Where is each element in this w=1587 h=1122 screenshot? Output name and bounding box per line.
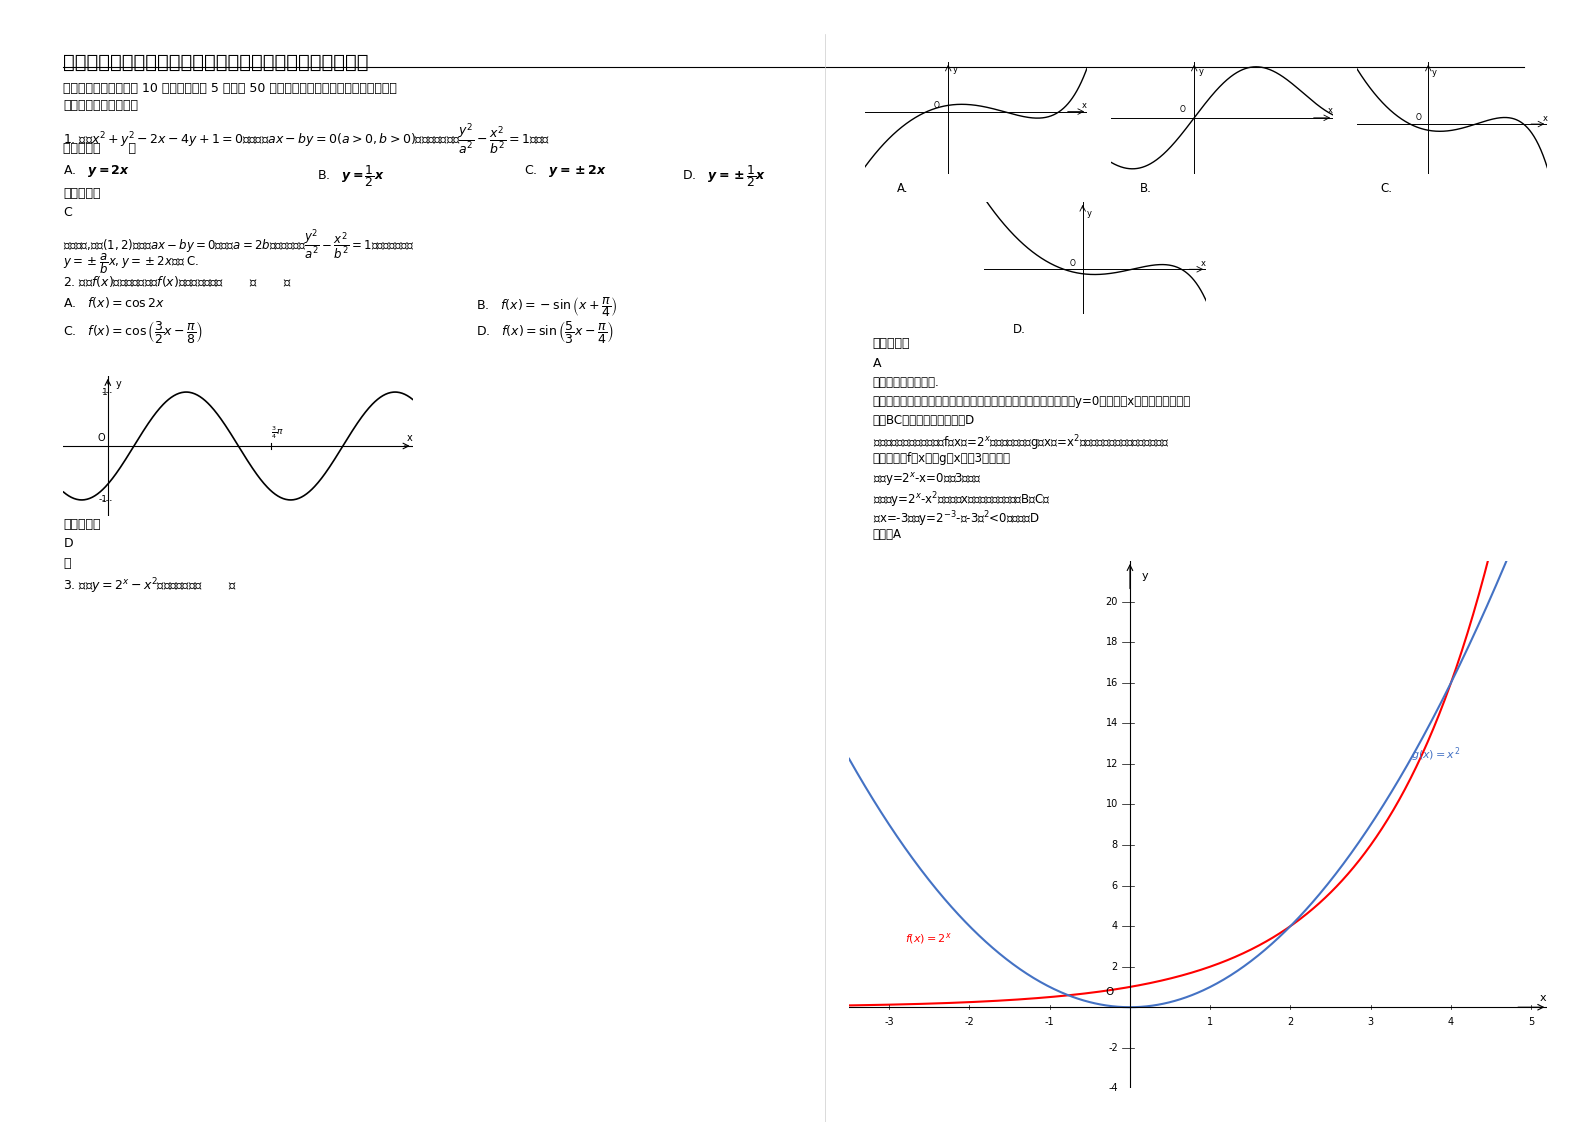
Text: D.   $\boldsymbol{y=\pm\dfrac{1}{2}x}$: D. $\boldsymbol{y=\pm\dfrac{1}{2}x}$ xyxy=(682,163,767,188)
Text: 参考答案：: 参考答案： xyxy=(63,187,102,201)
Text: $f(x)=2^x$: $f(x)=2^x$ xyxy=(905,931,952,946)
Text: B.   $\boldsymbol{y=\dfrac{1}{2}x}$: B. $\boldsymbol{y=\dfrac{1}{2}x}$ xyxy=(317,163,386,188)
Text: D.: D. xyxy=(1013,323,1025,337)
Text: 【解答】解：分别画出函数f（x）=2$^x$（红色曲线）和g（x）=x$^2$（蓝色曲线）的图象，如图所示，: 【解答】解：分别画出函数f（x）=2$^x$（红色曲线）和g（x）=x$^2$（… xyxy=(873,433,1170,452)
$f(x)=2^x$ xyxy=(840,999,859,1012)
Text: 参考答案：: 参考答案： xyxy=(63,518,102,532)
$f(x)=2^x$ xyxy=(1522,351,1541,365)
Text: $\frac{3}{4}\pi$: $\frac{3}{4}\pi$ xyxy=(271,424,284,441)
Text: 2: 2 xyxy=(1111,962,1117,972)
$g(x)=x^2$ xyxy=(1354,828,1373,842)
Text: 12: 12 xyxy=(1106,758,1117,769)
Text: 3: 3 xyxy=(1368,1018,1374,1028)
Text: C: C xyxy=(63,206,73,220)
$f(x)=2^x$ xyxy=(1147,975,1166,988)
Text: A.: A. xyxy=(897,182,908,195)
Text: -2: -2 xyxy=(1108,1042,1117,1052)
Text: C.: C. xyxy=(1381,182,1393,195)
Text: 【考点】函数的图象.: 【考点】函数的图象. xyxy=(873,376,940,389)
$g(x)=x^2$ xyxy=(1149,997,1168,1011)
Text: 由图可知，f（x）与g（x）有3个交点，: 由图可知，f（x）与g（x）有3个交点， xyxy=(873,452,1011,466)
Text: y: y xyxy=(952,65,957,74)
Text: 当x=-3时，y=2$^{-3}$-（-3）$^2$<0，故排除D: 当x=-3时，y=2$^{-3}$-（-3）$^2$<0，故排除D xyxy=(873,509,1039,528)
Text: 故选：A: 故选：A xyxy=(873,528,901,542)
Text: x: x xyxy=(1082,101,1087,110)
Text: x: x xyxy=(1201,259,1206,268)
$g(x)=x^2$ xyxy=(1120,1001,1139,1014)
Text: x: x xyxy=(1543,113,1547,122)
Text: 江苏省泰州市永安洲镇初级中学高三数学理模拟试题含解析: 江苏省泰州市永安洲镇初级中学高三数学理模拟试题含解析 xyxy=(63,53,370,72)
Text: -2: -2 xyxy=(965,1018,974,1028)
Text: 6: 6 xyxy=(1112,881,1117,891)
Text: x: x xyxy=(1539,993,1546,1003)
Text: O: O xyxy=(1106,987,1114,997)
Text: 1: 1 xyxy=(1208,1018,1214,1028)
Text: 4: 4 xyxy=(1112,921,1117,931)
Text: C.   $\boldsymbol{y=\pm2x}$: C. $\boldsymbol{y=\pm2x}$ xyxy=(524,163,606,178)
$g(x)=x^2$ xyxy=(1243,954,1262,967)
Text: O: O xyxy=(1181,105,1185,114)
$f(x)=2^x$ xyxy=(1241,942,1260,956)
$f(x)=2^x$ xyxy=(1354,849,1373,863)
Text: 所以y=2$^x$-x=0，有3个解，: 所以y=2$^x$-x=0，有3个解， xyxy=(873,471,981,488)
Text: 1. 若圆$x^2+y^2-2x-4y+1=0$关于直线$ax-by=0(a>0,b>0)$对称，则双曲线$\dfrac{y^2}{a^2}-\dfrac{x^: 1. 若圆$x^2+y^2-2x-4y+1=0$关于直线$ax-by=0(a>0… xyxy=(63,121,551,156)
Text: y: y xyxy=(116,378,122,388)
Text: 4: 4 xyxy=(1447,1018,1454,1028)
Text: $y=\pm\dfrac{a}{b}x,y=\pm2x$，选 C.: $y=\pm\dfrac{a}{b}x,y=\pm2x$，选 C. xyxy=(63,251,200,276)
Text: 18: 18 xyxy=(1106,637,1117,647)
Text: 由题意得,圆心$(1,2)$在直线$ax-by=0$上，即$a=2b$，所以双曲线$\dfrac{y^2}{a^2}-\dfrac{x^2}{b^2}=1$的渐: 由题意得,圆心$(1,2)$在直线$ax-by=0$上，即$a=2b$，所以双曲… xyxy=(63,228,414,263)
$g(x)=x^2$ xyxy=(1016,965,1035,978)
Line: $f(x)=2^x$: $f(x)=2^x$ xyxy=(849,358,1531,1005)
$f(x)=2^x$ xyxy=(960,995,979,1009)
Text: y: y xyxy=(1143,571,1149,581)
Text: 排除BC，再取特殊值，排除D: 排除BC，再取特殊值，排除D xyxy=(873,414,974,427)
Text: 即函数y=2$^x$-x$^2$的图象与x轴三个交点，故排除B、C，: 即函数y=2$^x$-x$^2$的图象与x轴三个交点，故排除B、C， xyxy=(873,490,1051,509)
Text: 3. 函数$y=2^x-x^2$的图象大致是（       ）: 3. 函数$y=2^x-x^2$的图象大致是（ ） xyxy=(63,577,238,596)
Text: y: y xyxy=(1087,209,1092,218)
Text: 是一个符合题目要求的: 是一个符合题目要求的 xyxy=(63,99,138,112)
Text: 14: 14 xyxy=(1106,718,1117,728)
Text: y: y xyxy=(1431,68,1436,77)
Text: $g(x)=x^2$: $g(x)=x^2$ xyxy=(1411,745,1460,764)
Text: 16: 16 xyxy=(1106,678,1117,688)
Text: 10: 10 xyxy=(1106,799,1117,809)
Text: 一、选择题：本大题共 10 小题，每小题 5 分，共 50 分。在每小题给出的四个选项中，只有: 一、选择题：本大题共 10 小题，每小题 5 分，共 50 分。在每小题给出的四… xyxy=(63,82,397,95)
Text: -1: -1 xyxy=(1044,1018,1054,1028)
Text: 1: 1 xyxy=(102,387,108,396)
Text: B.   $f(x)=-\sin\left(x+\dfrac{\pi}{4}\right)$: B. $f(x)=-\sin\left(x+\dfrac{\pi}{4}\rig… xyxy=(476,295,617,319)
Text: C.   $f(x)=\cos\left(\dfrac{3}{2}x-\dfrac{\pi}{8}\right)$: C. $f(x)=\cos\left(\dfrac{3}{2}x-\dfrac{… xyxy=(63,319,203,344)
Text: 线方程为（       ）: 线方程为（ ） xyxy=(63,142,136,156)
Text: O: O xyxy=(1070,259,1076,268)
Text: 5: 5 xyxy=(1528,1018,1535,1028)
Text: O: O xyxy=(935,101,940,110)
Text: D.   $f(x)=\sin\left(\dfrac{5}{3}x-\dfrac{\pi}{4}\right)$: D. $f(x)=\sin\left(\dfrac{5}{3}x-\dfrac{… xyxy=(476,319,614,344)
Text: O: O xyxy=(1416,113,1422,122)
Text: -1: -1 xyxy=(98,496,108,505)
Text: 【分析】根据函数图象的交点的个数就是方程的解的个数，也就是y=0，图象与x轴的交点的个数，: 【分析】根据函数图象的交点的个数就是方程的解的个数，也就是y=0，图象与x轴的交… xyxy=(873,395,1192,408)
$f(x)=2^x$ xyxy=(1016,992,1035,1005)
Text: B.: B. xyxy=(1139,182,1151,195)
Text: 参考答案：: 参考答案： xyxy=(873,337,911,350)
Text: A.   $f(x)=\cos 2x$: A. $f(x)=\cos 2x$ xyxy=(63,295,165,310)
Text: 略: 略 xyxy=(63,557,71,570)
Text: x: x xyxy=(408,433,413,443)
Text: D: D xyxy=(63,537,73,551)
Text: 2: 2 xyxy=(1287,1018,1293,1028)
Text: 8: 8 xyxy=(1112,840,1117,850)
Text: -4: -4 xyxy=(1108,1084,1117,1093)
$g(x)=x^2$ xyxy=(840,752,859,765)
Text: A: A xyxy=(873,357,881,370)
Text: x: x xyxy=(1327,107,1333,116)
Text: O: O xyxy=(97,433,105,443)
$g(x)=x^2$ xyxy=(960,920,979,934)
$g(x)=x^2$ xyxy=(1297,903,1316,917)
Text: 2. 函数$f(x)$的图像如图，则$f(x)$的解析式可能是       （       ）: 2. 函数$f(x)$的图像如图，则$f(x)$的解析式可能是 （ ） xyxy=(63,274,294,288)
$f(x)=2^x$ xyxy=(1295,909,1314,922)
Text: -3: -3 xyxy=(884,1018,893,1028)
$g(x)=x^2$ xyxy=(1522,494,1541,507)
Text: y: y xyxy=(1198,67,1203,76)
Text: 20: 20 xyxy=(1106,597,1117,607)
Line: $g(x)=x^2$: $g(x)=x^2$ xyxy=(849,500,1531,1008)
Text: A.   $\boldsymbol{y=2x}$: A. $\boldsymbol{y=2x}$ xyxy=(63,163,130,178)
